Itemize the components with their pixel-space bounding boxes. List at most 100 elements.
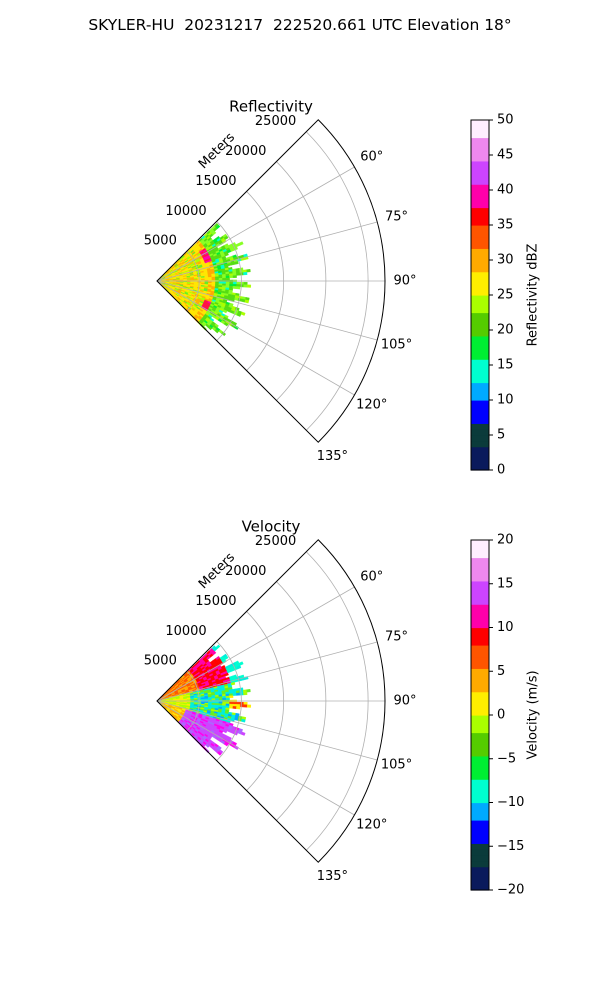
colorbar-band [471,201,489,209]
colorbar-band [471,330,489,337]
colorbar-band [471,685,489,693]
colorbar-band [471,341,489,349]
radar-cell [207,325,213,331]
colorbar-band [471,254,489,261]
angular-gridline [156,280,378,341]
colorbar-tick-label: −10 [497,795,524,810]
colorbar-band [471,837,489,844]
colorbar-band [471,400,489,407]
colorbar-band [471,347,489,354]
colorbar-band [471,219,489,226]
colorbar-band [471,621,489,629]
colorbar-tick-label: 40 [497,183,514,198]
colorbar-band [471,627,489,634]
colorbar-band [471,359,489,366]
radar-cell [243,702,248,705]
radar-cell [236,286,241,290]
colorbar-band [471,540,489,547]
colorbar-band [471,720,489,728]
colorbar-band [471,820,489,827]
radial-tick-label: 5000 [144,654,177,669]
colorbar-band [471,750,489,757]
colorbar-label: Velocity (m/s) [526,670,541,759]
angular-gridline [156,641,378,702]
colorbar-tick-label: 15 [497,358,514,373]
angle-tick-label: 105° [381,758,412,773]
colorbar-band [471,370,489,378]
colorbar-band [471,155,489,162]
colorbar-band [471,376,489,384]
radial-tick-label: 10000 [165,204,206,219]
colorbar-band [471,388,489,395]
radar-cell [223,322,229,327]
radar-cell [241,718,246,723]
radar-cell [238,661,244,666]
colorbar-tick-label: −20 [497,883,524,898]
colorbar-tick-label: 45 [497,148,514,163]
radar-cell [239,281,245,285]
colorbar-band [471,160,489,168]
angular-gridline [156,166,355,282]
radar-cell [239,692,244,696]
colorbar-band [471,645,489,652]
colorbar-tick-label: 0 [497,463,505,478]
colorbar-band [471,726,489,734]
colorbar-band [471,195,489,203]
radar-cell [225,697,230,701]
colorbar-tick-label: 20 [497,323,514,338]
figure-title: SKYLER-HU 20231217 222520.661 UTC Elevat… [88,16,512,34]
radar-cell [224,252,229,257]
colorbar-band [471,423,489,430]
radar-cell [218,698,223,701]
colorbar-band [471,452,489,459]
colorbar-band [471,184,489,191]
colorbar-band [471,785,489,792]
colorbar-tick-label: 25 [497,288,514,303]
colorbar-band [471,586,489,594]
colorbar-band [471,633,489,640]
colorbar-band [471,429,489,436]
radar-cell [218,278,223,281]
colorbar-band [471,248,489,255]
radial-tick-label: 10000 [165,624,206,639]
radar-cell [233,731,238,736]
colorbar-tick-label: 35 [497,218,514,233]
sector-frame [156,119,386,443]
radar-cell [234,261,239,265]
radar-cell [243,271,248,276]
colorbar-band [471,435,489,442]
colorbar-band [471,860,489,868]
radar-cell [246,689,251,693]
colorbar-band [471,318,489,325]
colorbar-band [471,755,489,763]
radar-cell [222,729,228,734]
colorbar-band [471,271,489,279]
radar-cell [223,655,229,660]
radial-tick-label: 25000 [255,114,296,129]
radar-cell [236,312,242,317]
radar-cell [232,706,237,709]
radar-cell [232,693,237,696]
colorbar-band [471,225,489,232]
angular-gridline [156,700,378,761]
radar-cell [239,701,245,705]
colorbar-band [471,738,489,745]
angular-gridline [156,221,378,282]
colorbar-band [471,411,489,419]
radar-cell [223,742,229,747]
radar-cell [229,275,234,279]
colorbar-band [471,260,489,267]
colorbar: 0 5 10 15 20 25 30 35 40 45 50 Reflectivity dBZ [470,113,541,478]
radial-tick-label: 15000 [195,594,236,609]
colorbar-band [471,440,489,448]
colorbar-band [471,283,489,290]
colorbar-band [471,656,489,664]
angle-tick-label: 60° [360,570,383,585]
radar-cell [229,281,234,285]
colorbar-band [471,289,489,296]
colorbar-band [471,668,489,675]
colorbar-band [471,458,489,465]
colorbar-band [471,580,489,588]
colorbar-tick-label: 5 [497,428,505,443]
